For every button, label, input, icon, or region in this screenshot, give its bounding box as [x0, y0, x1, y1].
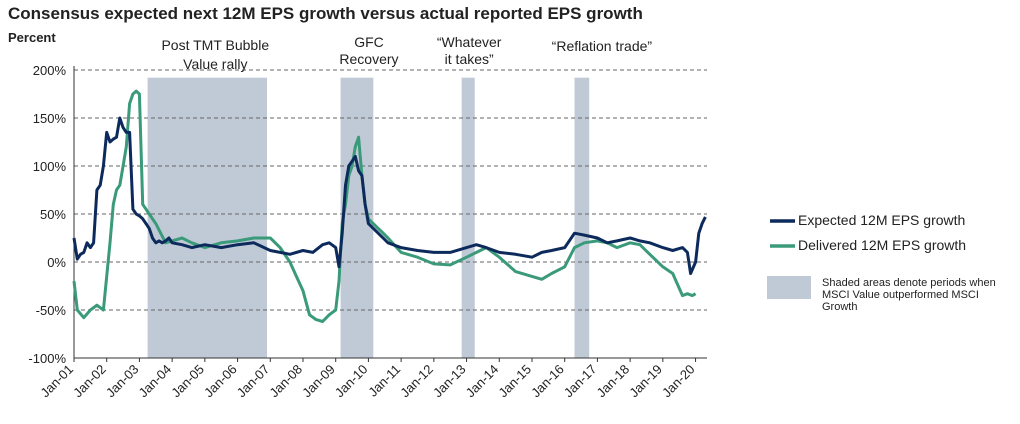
shade-label-1: GFC — [354, 34, 384, 50]
x-tick-label: Jan-20 — [659, 362, 698, 401]
shade-label-2: it takes” — [445, 51, 494, 67]
x-tick-label: Jan-15 — [495, 362, 534, 401]
shaded-period-3 — [574, 77, 590, 359]
shaded-periods — [147, 77, 590, 359]
legend-shade-note: Shaded areas denote periods when — [822, 277, 996, 289]
shade-label-2: “Whatever — [437, 34, 502, 50]
y-tick-label: 0% — [47, 255, 66, 270]
x-tick-label: Jan-10 — [332, 362, 371, 401]
y-axis-label: Percent — [8, 30, 56, 45]
y-tick-label: 50% — [40, 207, 66, 222]
x-tick-label: Jan-16 — [528, 362, 567, 401]
x-tick-label: Jan-12 — [397, 362, 436, 401]
x-tick-label: Jan-13 — [430, 362, 469, 401]
x-tick-label: Jan-01 — [37, 362, 76, 401]
shade-label-0: Post TMT Bubble — [161, 37, 269, 53]
x-tick-label: Jan-02 — [70, 362, 109, 401]
legend-shade-swatch — [767, 276, 811, 299]
series-line-1 — [72, 89, 697, 323]
x-tick-label: Jan-05 — [168, 362, 207, 401]
x-tick-label: Jan-07 — [234, 362, 273, 401]
x-tick-label: Jan-17 — [561, 362, 600, 401]
shade-label-1: Recovery — [339, 51, 398, 67]
y-tick-label: 100% — [33, 159, 67, 174]
x-tick-label: Jan-04 — [136, 362, 175, 401]
x-tick-label: Jan-08 — [266, 362, 305, 401]
series-lines — [72, 89, 707, 323]
y-tick-label: -50% — [36, 303, 67, 318]
shaded-period-0 — [147, 77, 268, 359]
legend-label-1: Delivered 12M EPS growth — [798, 237, 966, 253]
shade-label-0: Value rally — [183, 56, 247, 72]
grid-lines — [74, 69, 707, 311]
legend-shade-note: MSCI Value outperformed MSCI — [822, 289, 979, 301]
x-tick-label: Jan-09 — [299, 362, 338, 401]
y-tick-label: -100% — [28, 351, 66, 366]
y-tick-label: 200% — [33, 63, 67, 78]
x-tick-label: Jan-06 — [201, 362, 240, 401]
x-tick-label: Jan-19 — [626, 362, 665, 401]
y-tick-label: 150% — [33, 111, 67, 126]
shade-label-3: “Reflation trade” — [552, 38, 653, 54]
x-tick-label: Jan-14 — [463, 362, 502, 401]
chart-title: Consensus expected next 12M EPS growth v… — [8, 4, 643, 23]
x-tick-label: Jan-18 — [594, 362, 633, 401]
legend: Expected 12M EPS growth Delivered 12M EPS… — [767, 212, 996, 313]
legend-shade-note: Growth — [822, 301, 857, 313]
x-tick-label: Jan-03 — [103, 362, 142, 401]
legend-label-0: Expected 12M EPS growth — [798, 212, 965, 228]
x-tick-label: Jan-11 — [365, 362, 403, 400]
shaded-period-2 — [461, 77, 475, 359]
series-line-0 — [72, 116, 707, 275]
